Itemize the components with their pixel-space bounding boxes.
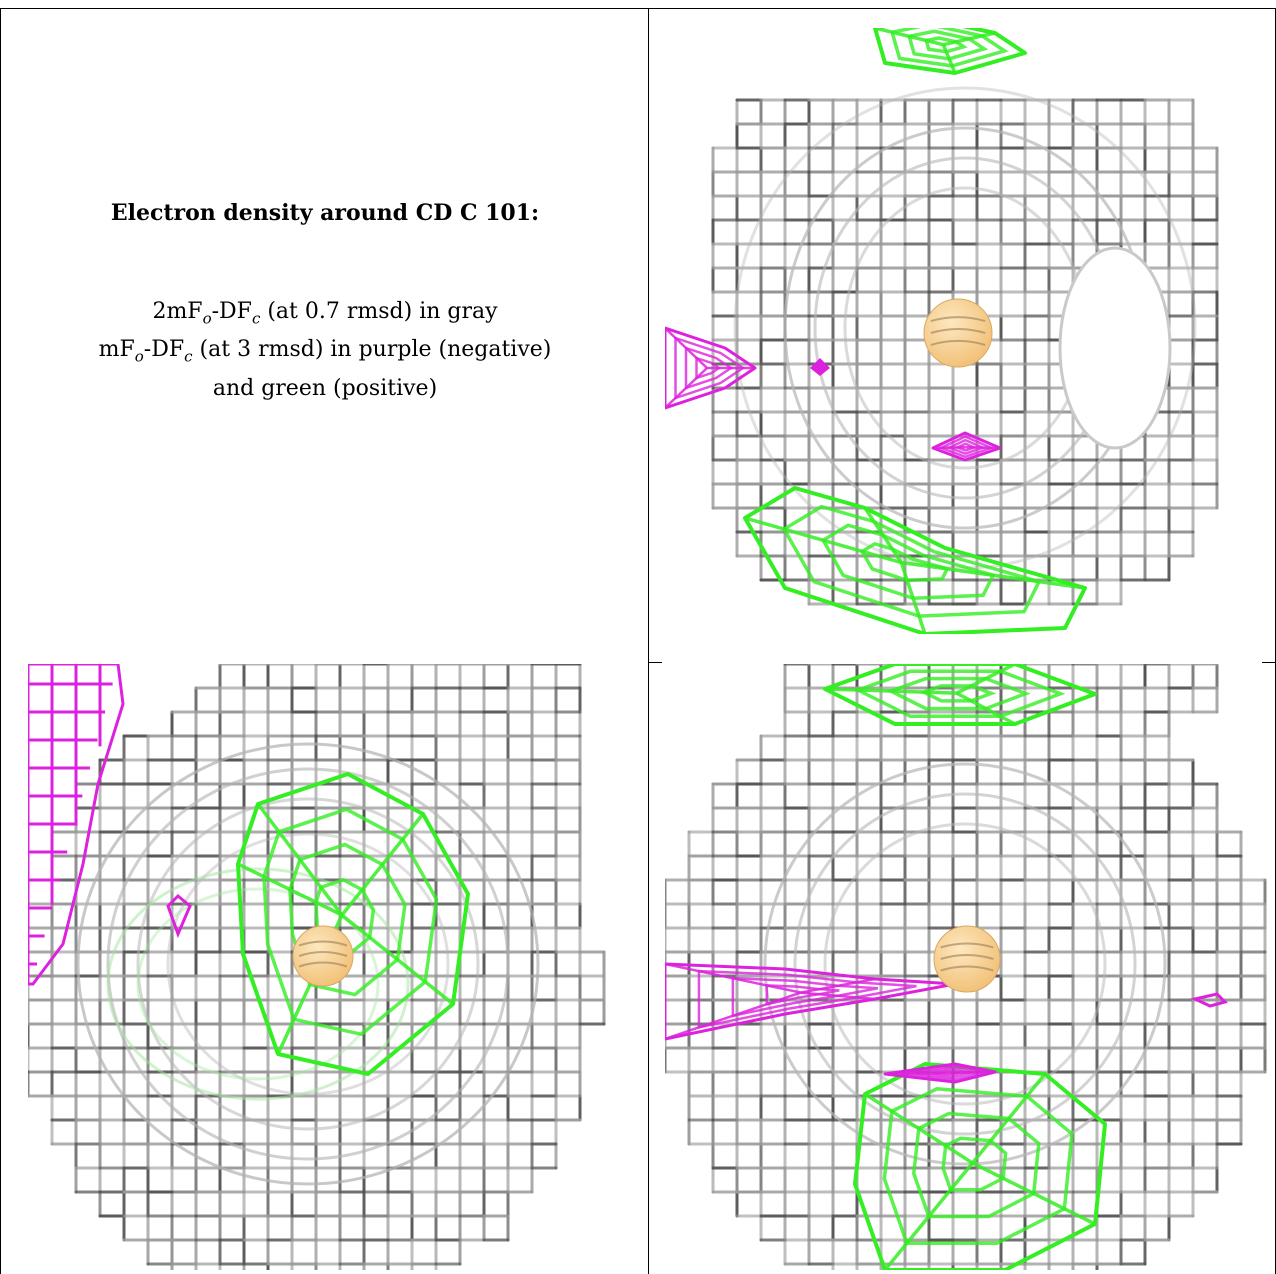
cadmium-atom [292,925,354,987]
density-view-2 [28,664,634,1270]
positive-density-top [823,664,1097,726]
negative-density-dot [810,358,830,376]
negative-density-left [665,326,757,410]
density-mesh-1 [665,28,1219,634]
negative-density-small [931,431,1002,462]
negative-density-small [883,1062,997,1084]
negative-density-dot [1190,992,1228,1008]
positive-density-center [236,772,470,1076]
cadmium-atom [933,925,1001,993]
legend-caption: Electron density around CD C 101: 2mFo-D… [20,200,630,405]
caption-line-3: and green (positive) [212,375,438,401]
positive-density-bottom [853,1062,1107,1270]
center-divider [648,8,649,1274]
negative-density-left [665,962,957,1041]
caption-title: Electron density around CD C 101: [110,200,540,226]
top-border [0,8,1276,9]
caption-line-2: mFo-DFc (at 3 rmsd) in purple (negative) [98,337,552,366]
negative-density-column [28,664,125,986]
density-view-1 [665,28,1265,634]
density-mesh-3 [665,664,1267,1270]
gray-contour-rings [763,762,1167,1166]
density-mesh-2 [28,664,606,1270]
density-view-3 [665,664,1271,1270]
positive-density-top [873,28,1027,75]
faint-green-rings [106,867,410,1101]
left-border [0,8,1,1274]
mid-tick-left [648,662,662,663]
negative-density-small [166,893,192,939]
gray-contour-rings [76,742,540,1186]
caption-line-1: 2mFo-DFc (at 0.7 rmsd) in gray [152,299,498,328]
mid-tick-right [1262,662,1276,663]
positive-density-bottom [743,486,1087,634]
cadmium-atom [923,298,993,368]
density-hole [1058,246,1172,450]
